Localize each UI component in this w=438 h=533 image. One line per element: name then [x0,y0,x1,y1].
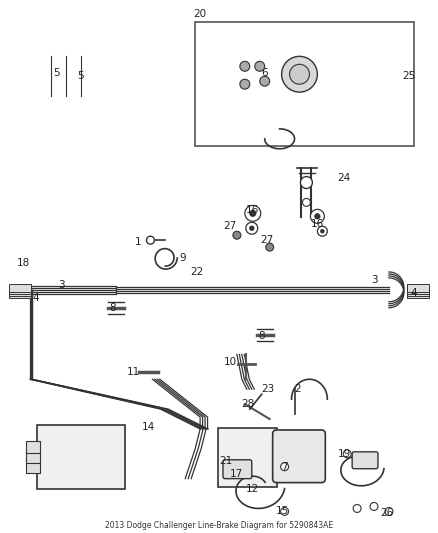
Text: 6: 6 [261,68,268,78]
Circle shape [249,225,254,231]
Circle shape [246,222,258,234]
FancyBboxPatch shape [26,461,40,473]
FancyBboxPatch shape [9,286,31,294]
Circle shape [311,209,324,223]
Circle shape [300,176,312,189]
Text: 3: 3 [371,275,377,285]
Text: 9: 9 [179,253,186,263]
Circle shape [353,504,361,512]
Text: 21: 21 [219,456,233,466]
Text: 1: 1 [135,237,142,247]
Circle shape [281,463,289,471]
FancyBboxPatch shape [218,428,277,487]
Text: 16: 16 [311,219,324,229]
FancyBboxPatch shape [9,288,31,296]
Text: 2013 Dodge Challenger Line-Brake Diagram for 5290843AE: 2013 Dodge Challenger Line-Brake Diagram… [105,521,333,530]
Circle shape [320,229,325,233]
Circle shape [343,450,351,458]
Text: 3: 3 [58,280,64,290]
Circle shape [290,64,309,84]
Circle shape [240,79,250,89]
Text: 19: 19 [338,449,351,459]
Text: 5: 5 [78,71,84,81]
Text: 22: 22 [191,267,204,277]
Circle shape [255,61,265,71]
Text: 17: 17 [230,469,244,479]
Circle shape [385,507,393,515]
Text: 12: 12 [246,483,259,494]
Text: 15: 15 [276,506,289,516]
Circle shape [266,243,274,251]
Text: 28: 28 [241,399,254,409]
Text: 11: 11 [127,367,140,377]
Text: 20: 20 [194,9,207,19]
Text: 8: 8 [110,303,116,313]
Text: 23: 23 [261,384,274,394]
Text: 24: 24 [338,173,351,183]
FancyBboxPatch shape [9,284,31,292]
FancyBboxPatch shape [407,286,429,294]
Circle shape [233,231,241,239]
Text: 18: 18 [17,258,30,268]
FancyBboxPatch shape [195,21,414,146]
Circle shape [146,236,155,244]
FancyBboxPatch shape [273,430,325,482]
Text: 27: 27 [260,235,273,245]
FancyBboxPatch shape [352,452,378,469]
Circle shape [281,507,289,515]
Text: 4: 4 [33,293,39,303]
Text: 8: 8 [258,330,265,341]
FancyBboxPatch shape [407,288,429,296]
Circle shape [303,198,311,206]
Text: 2: 2 [294,384,301,394]
Circle shape [318,226,327,236]
FancyBboxPatch shape [223,460,252,479]
FancyBboxPatch shape [26,451,40,463]
FancyBboxPatch shape [407,290,429,298]
Text: 10: 10 [223,358,237,367]
Text: 27: 27 [223,221,237,231]
Text: 5: 5 [53,68,60,78]
Circle shape [260,76,270,86]
FancyBboxPatch shape [37,425,124,489]
Circle shape [249,210,256,217]
Circle shape [314,213,321,220]
Circle shape [282,56,318,92]
Text: 16: 16 [246,205,259,215]
Circle shape [370,503,378,511]
Text: 7: 7 [281,462,288,472]
Text: 4: 4 [410,288,417,298]
Text: 26: 26 [380,508,394,519]
Text: 25: 25 [402,71,415,81]
Circle shape [245,205,261,221]
Text: 14: 14 [142,422,155,432]
FancyBboxPatch shape [26,441,40,453]
Circle shape [240,61,250,71]
FancyBboxPatch shape [407,284,429,292]
FancyBboxPatch shape [9,290,31,298]
